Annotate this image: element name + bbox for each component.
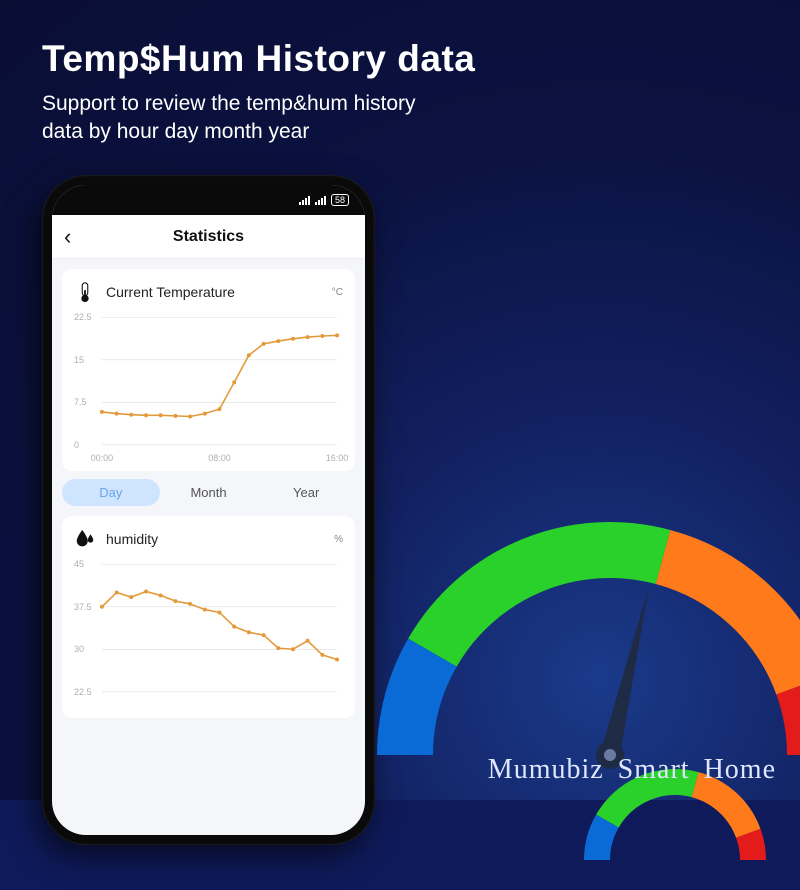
y-tick: 0	[74, 440, 79, 450]
card-title: humidity	[106, 531, 158, 547]
card-title: Current Temperature	[106, 284, 235, 300]
y-tick: 30	[74, 644, 84, 654]
range-tab-day[interactable]: Day	[62, 479, 160, 506]
temperature-card: Current Temperature °C 0 7.5 15 22.5 00:00 08…	[62, 269, 355, 471]
humidity-card: humidity % 22.5 30 37.5 45	[62, 516, 355, 718]
y-tick: 37.5	[74, 602, 92, 612]
signal-icon	[299, 196, 311, 205]
card-header: Current Temperature °C	[74, 281, 343, 303]
gauge-small	[560, 710, 790, 890]
x-tick: 08:00	[208, 453, 231, 463]
card-header: humidity %	[74, 528, 343, 550]
subtitle-line-1: Support to review the temp&hum history	[42, 90, 416, 118]
humidity-chart[interactable]: 22.5 30 37.5 45	[74, 558, 343, 708]
thermometer-icon	[74, 281, 96, 303]
phone-screen: 58 ‹ Statistics Current Temperature °C 0…	[52, 185, 365, 835]
nav-bar: ‹ Statistics	[52, 215, 365, 259]
y-tick: 22.5	[74, 312, 92, 322]
y-tick: 45	[74, 559, 84, 569]
y-tick: 7.5	[74, 397, 87, 407]
range-tab-year[interactable]: Year	[257, 479, 355, 506]
subtitle-line-2: data by hour day month year	[42, 118, 416, 146]
page-subtitle: Support to review the temp&hum history d…	[42, 90, 416, 147]
battery-indicator: 58	[331, 194, 349, 206]
card-unit: %	[334, 534, 343, 545]
y-tick: 15	[74, 355, 84, 365]
nav-title: Statistics	[173, 228, 244, 246]
range-tab-month[interactable]: Month	[160, 479, 258, 506]
phone-notch	[134, 185, 284, 209]
time-range-tabs: DayMonthYear	[62, 479, 355, 506]
card-unit: °C	[332, 287, 343, 298]
signal-icon-2	[315, 196, 327, 205]
x-tick: 16:00	[326, 453, 349, 463]
page-title: Temp$Hum History data	[42, 38, 475, 80]
x-tick: 00:00	[91, 453, 114, 463]
phone-frame: 58 ‹ Statistics Current Temperature °C 0…	[42, 175, 375, 845]
temperature-chart[interactable]: 07.51522.500:0008:0016:00	[74, 311, 343, 461]
brand-watermark: Mumubiz Smart Home	[488, 754, 776, 786]
y-tick: 22.5	[74, 687, 92, 697]
humidity-icon	[74, 528, 96, 550]
back-button[interactable]: ‹	[64, 224, 71, 250]
